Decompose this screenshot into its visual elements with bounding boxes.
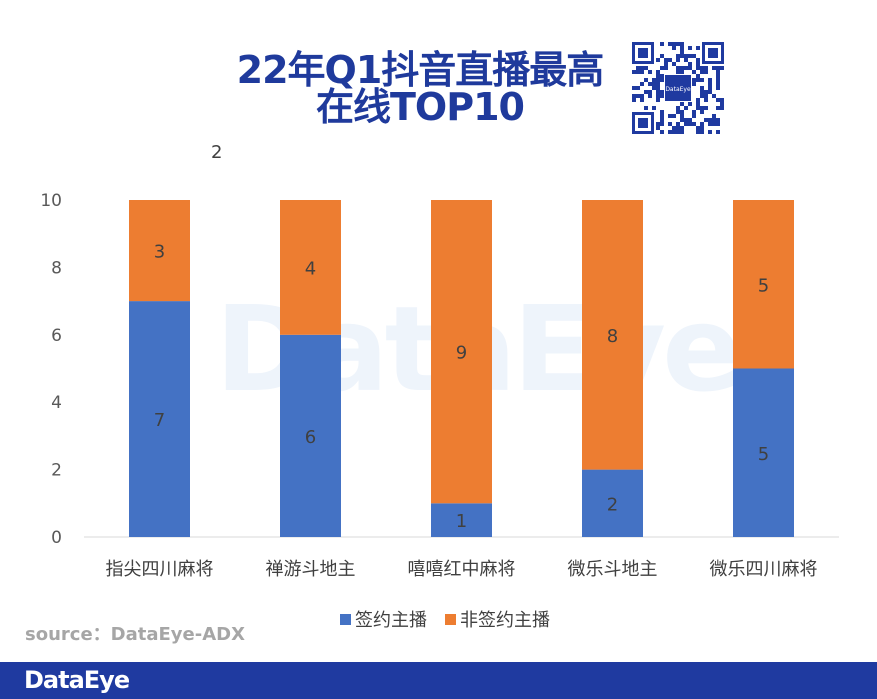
data-label: 3 [154,242,165,263]
y-tick-label: 6 [51,326,62,346]
y-tick-label: 8 [51,258,62,278]
x-tick-label: 嘻嘻红中麻将 [408,559,516,580]
x-tick-label: 微乐四川麻将 [710,559,818,580]
data-label: 9 [456,343,467,364]
legend-label-unsigned: 非签约主播 [460,610,550,631]
chart-title-line2: 在线TOP10 [316,85,525,129]
bar-segment [431,200,492,504]
x-tick-label: 微乐斗地主 [568,559,658,580]
qr-logo: DataEye [665,86,691,93]
data-label: 1 [456,511,467,532]
bar-segment [129,301,190,537]
data-label: 2 [607,494,618,515]
data-label: 5 [758,275,769,296]
y-tick-label: 10 [40,191,62,211]
x-tick-label: 禅游斗地主 [266,559,356,580]
chart-title: 22年Q1抖音直播最高 在线TOP10 [200,48,640,129]
stray-text: 2 [211,142,223,163]
bar-segment [733,368,794,537]
footer-bar: DataEye [0,662,877,699]
data-label: 6 [305,427,316,448]
qr-code-icon: DataEye [632,42,724,134]
x-tick-label: 指尖四川麻将 [106,559,214,580]
data-label: 8 [607,326,618,347]
data-label: 5 [758,444,769,465]
bar-segment [733,200,794,369]
bar-segment [280,200,341,335]
data-label: 4 [305,258,316,279]
data-label: 7 [154,410,165,431]
bar-segment [582,469,643,537]
chart-title-line1: 22年Q1抖音直播最高 [236,48,605,92]
legend: 签约主播 非签约主播 [340,606,568,632]
footer-logo: DataEye [24,666,130,694]
legend-swatch-unsigned [445,613,456,625]
legend-swatch-signed [340,613,351,625]
source-label: source：DataEye-ADX [25,624,245,645]
bar-segment [582,200,643,470]
stacked-bar-chart: 0 2 4 6 8 10 7 3 指尖四川麻将 6 4 禅游斗地主 1 9 嘻嘻红中麻将 2 8 微乐斗地主 5 5 微… [40,191,839,580]
y-tick-label: 4 [51,393,62,413]
y-tick-label: 2 [51,461,62,481]
legend-label-signed: 签约主播 [355,610,427,631]
bar-segment [431,503,492,537]
bar-segment [129,200,190,302]
legend-item-unsigned: 非签约主播 [445,606,550,632]
legend-item-signed: 签约主播 [340,606,427,632]
bar-segment [280,334,341,537]
y-tick-label: 0 [51,528,62,548]
